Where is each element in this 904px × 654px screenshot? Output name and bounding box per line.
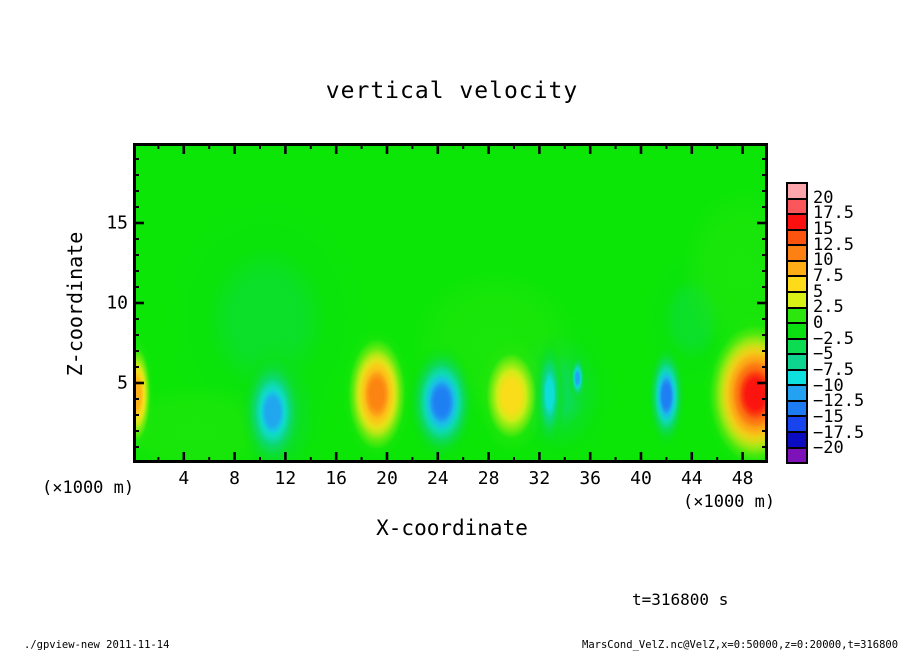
colorbar-label: −7.5 bbox=[813, 360, 854, 380]
x-units-label: (×1000 m) bbox=[683, 492, 776, 512]
colorbar-label: 12.5 bbox=[813, 234, 854, 255]
colorbar-label: 17.5 bbox=[813, 203, 854, 224]
downdraft-blob bbox=[429, 381, 454, 423]
x-tick-label: 32 bbox=[528, 468, 551, 489]
y-tick-label: 5 bbox=[117, 372, 128, 394]
colorbar-label: −20 bbox=[813, 438, 844, 459]
colorbar-cell bbox=[788, 290, 806, 307]
colorbar-cell bbox=[788, 259, 806, 276]
colorbar-label: −12.5 bbox=[813, 391, 865, 412]
x-tick-label: 44 bbox=[680, 468, 703, 489]
colorbar-cell bbox=[788, 213, 806, 229]
colorbar bbox=[786, 182, 808, 464]
updraft-blob bbox=[364, 370, 390, 418]
colorbar-label: 20 bbox=[813, 187, 834, 208]
colorbar-cell bbox=[788, 399, 806, 416]
colorbar-label: 5 bbox=[813, 281, 824, 302]
downdraft-blob bbox=[260, 388, 285, 435]
downdraft-blob bbox=[574, 368, 581, 388]
colorbar-label: −10 bbox=[813, 375, 844, 396]
colorbar-label: −5 bbox=[813, 344, 834, 365]
footer-dataset: MarsCond_VelZ.nc@VelZ,x=0:50000,z=0:2000… bbox=[582, 639, 899, 651]
colorbar-cell bbox=[788, 368, 806, 385]
colorbar-label: −2.5 bbox=[813, 328, 854, 349]
x-tick-label: 48 bbox=[731, 468, 754, 489]
x-tick-label: 40 bbox=[630, 468, 652, 489]
updraft-blob bbox=[495, 368, 528, 423]
footer-command: ./gpview-new 2011-11-14 bbox=[24, 639, 170, 651]
x-tick-label: 20 bbox=[376, 468, 398, 489]
colorbar-cell bbox=[788, 322, 806, 338]
colorbar-cell bbox=[788, 275, 806, 291]
colorbar-cell bbox=[788, 415, 806, 431]
colorbar-cell bbox=[788, 446, 806, 463]
colorbar-label: 10 bbox=[813, 250, 834, 271]
colorbar-cell bbox=[788, 353, 806, 369]
colorbar-cell bbox=[788, 244, 806, 260]
colorbar-cell bbox=[788, 384, 806, 400]
x-tick-label: 4 bbox=[178, 468, 190, 489]
downdraft-blob bbox=[659, 377, 674, 415]
heatmap-field bbox=[133, 143, 768, 463]
colorbar-label: −17.5 bbox=[813, 422, 865, 443]
colorbar-label: 15 bbox=[813, 219, 834, 239]
time-label: t=316800 s bbox=[632, 590, 729, 609]
colorbar-label: 7.5 bbox=[813, 266, 844, 286]
weak-updraft-haze-blob bbox=[680, 186, 768, 356]
y-tick-label: 10 bbox=[106, 292, 128, 314]
x-tick-label: 12 bbox=[274, 468, 297, 489]
x-tick-label: 36 bbox=[579, 468, 602, 489]
plot-title: vertical velocity bbox=[325, 78, 579, 104]
x-tick-label: 28 bbox=[477, 468, 500, 489]
colorbar-label: 2.5 bbox=[813, 297, 844, 318]
colorbar-cell bbox=[788, 431, 806, 447]
x-axis-label: X-coordinate bbox=[376, 516, 528, 540]
downdraft-blob bbox=[543, 370, 556, 419]
y-tick-label: 15 bbox=[106, 212, 128, 234]
colorbar-cell bbox=[788, 306, 806, 323]
colorbar-cell bbox=[788, 197, 806, 214]
colorbar-cell bbox=[788, 228, 806, 245]
x-tick-label: 8 bbox=[229, 468, 241, 489]
colorbar-label: 0 bbox=[813, 313, 824, 333]
plot-area bbox=[133, 143, 768, 463]
colorbar-cell bbox=[788, 337, 806, 354]
colorbar-cell bbox=[788, 184, 806, 198]
y-units-label: (×1000 m) bbox=[42, 478, 135, 498]
colorbar-label: −15 bbox=[813, 407, 844, 427]
x-tick-label: 16 bbox=[325, 468, 348, 489]
x-tick-label: 24 bbox=[426, 468, 449, 489]
